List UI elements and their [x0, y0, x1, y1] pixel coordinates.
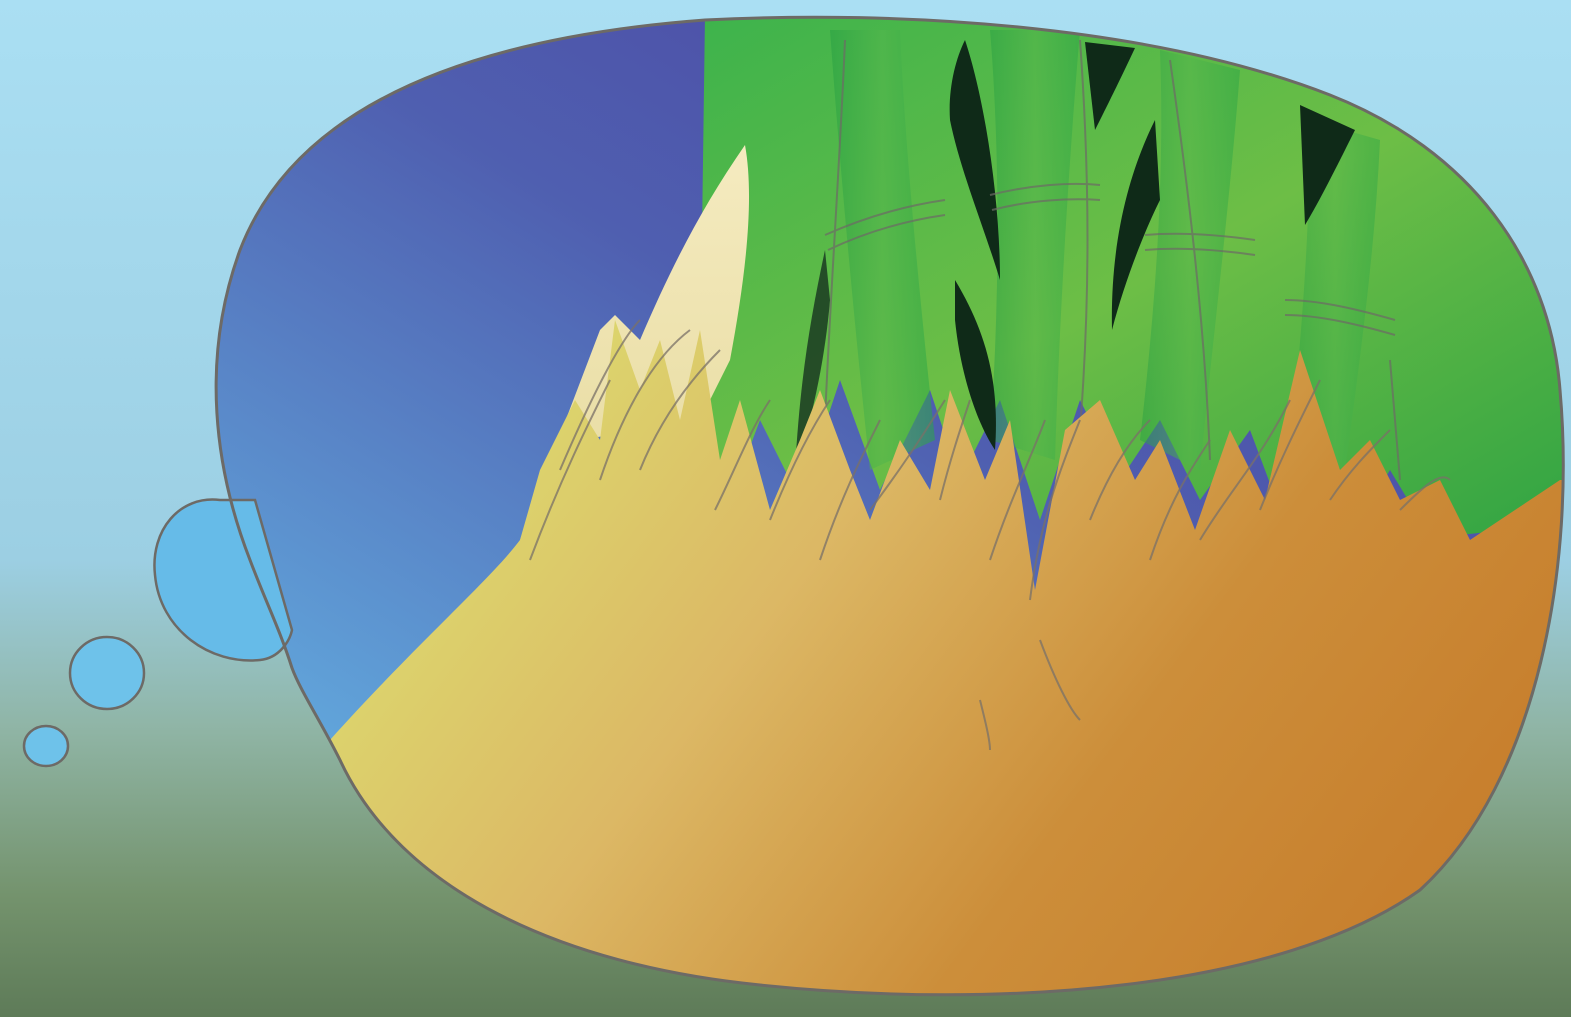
grass-blade	[979, 699, 991, 751]
bamboo-node	[824, 39, 846, 421]
bamboo-node	[991, 198, 1101, 211]
grass-blade	[1089, 419, 1151, 521]
grass-blade	[989, 419, 1046, 561]
grass-blade	[1039, 639, 1081, 721]
grass-ground	[300, 320, 1564, 995]
grass-blade	[1399, 476, 1451, 511]
grass-blade	[529, 379, 611, 561]
grass-blade	[869, 399, 946, 511]
bamboo-node	[1079, 39, 1089, 431]
bamboo-node	[1144, 247, 1256, 256]
bamboo-stalk	[990, 30, 1080, 460]
bamboo-node	[1284, 314, 1396, 336]
grass-blade	[939, 399, 971, 501]
bamboo-node	[827, 214, 946, 251]
small-thought-bubble	[22, 724, 70, 768]
bamboo-shadow	[1111, 120, 1160, 330]
bamboo-shadow	[949, 40, 1000, 280]
bubble-outline	[214, 15, 1565, 997]
grass-blade	[639, 349, 721, 471]
bamboo-node	[1169, 59, 1211, 461]
bamboo-shadow	[1300, 105, 1355, 225]
bamboo-node	[824, 199, 946, 236]
medium-thought-bubble	[68, 635, 146, 711]
bamboo-node	[1284, 299, 1396, 321]
main-thought-bubble	[153, 15, 1565, 997]
grass-blade	[714, 399, 771, 511]
bamboo-node	[1144, 232, 1256, 241]
bamboo-node	[1389, 359, 1401, 481]
bamboo-shadow	[955, 280, 996, 450]
bamboo-shadow	[795, 250, 830, 470]
grass-blade	[559, 319, 641, 471]
bamboo-stalk	[1140, 50, 1240, 470]
thought-bubble-icon	[22, 635, 146, 768]
grass-blade	[819, 419, 881, 561]
bamboo-stalk-icon	[700, 17, 1564, 535]
grass-blade	[1149, 439, 1211, 561]
grass-blade	[1199, 399, 1291, 541]
grass-blade	[1029, 419, 1081, 601]
bamboo-stalk	[830, 30, 935, 470]
bamboo-node	[989, 182, 1101, 196]
grass-blade	[599, 329, 691, 481]
bamboo-shadow	[1085, 42, 1135, 130]
grass-blade	[1259, 379, 1321, 511]
grass-blade	[1329, 429, 1391, 501]
grass-blade	[769, 399, 831, 521]
